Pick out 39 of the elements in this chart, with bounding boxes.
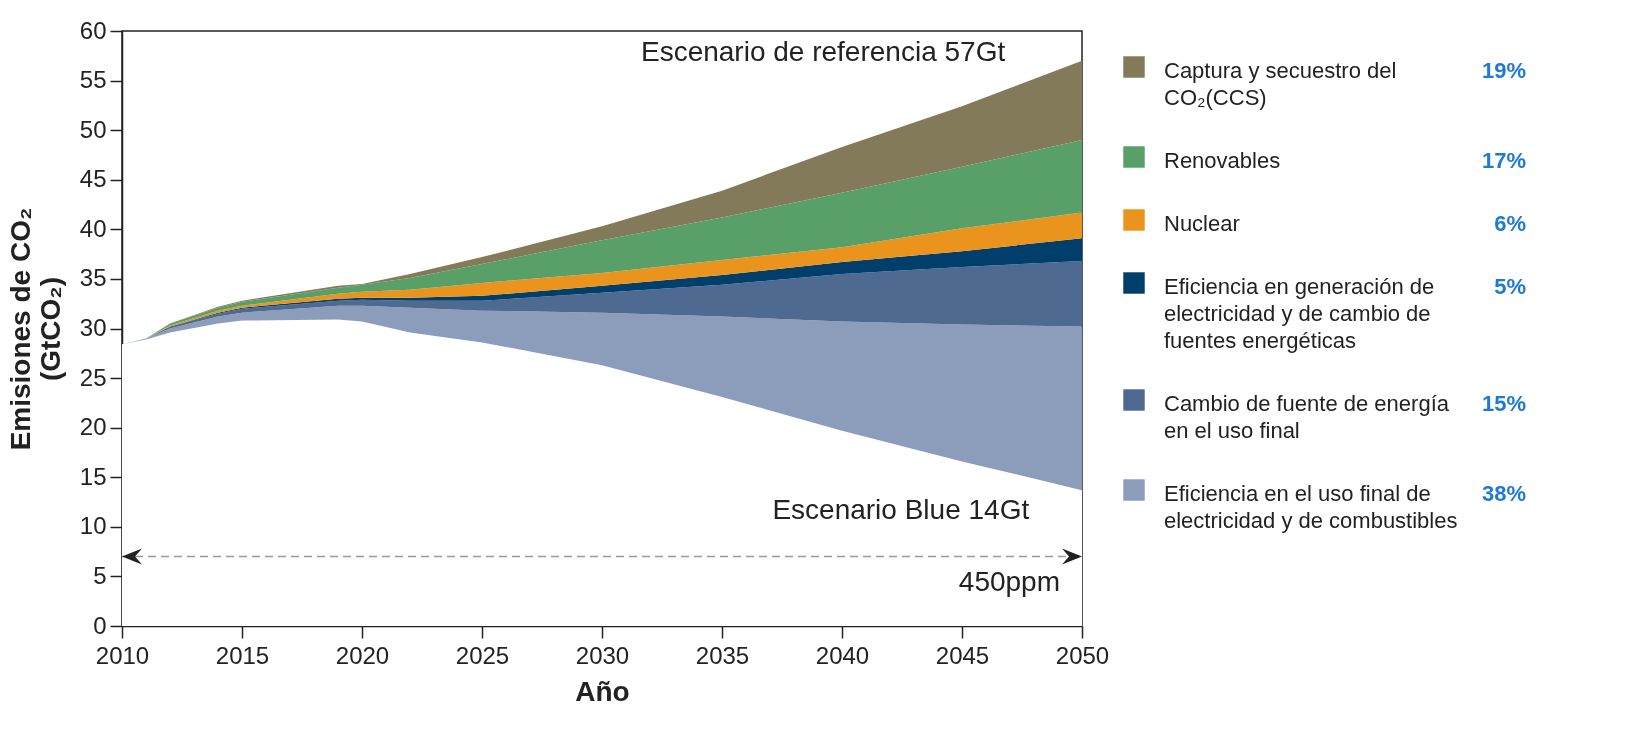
text: 19% [1481, 58, 1526, 83]
y-tick-label: 15 [79, 462, 107, 490]
text: 5% [1494, 274, 1526, 299]
legend-label: Cambio de fuente de energía en el uso final [1164, 391, 1450, 443]
y-tick-label: 50 [79, 115, 107, 143]
x-tick-label: 2050 [1055, 641, 1110, 669]
legend-label: Captura y secuestro del CO₂(CCS) [1164, 58, 1397, 110]
text: 17% [1481, 148, 1526, 173]
y-tick-label: 45 [79, 165, 107, 193]
ref-line-label: 450ppm [958, 565, 1060, 597]
x-tick-label: 2020 [335, 641, 390, 669]
x-tick-label: 2035 [695, 641, 750, 669]
y-axis-title: Emisiones de CO₂ (GtCO₂) [4, 207, 66, 451]
y-tick-label: 0 [93, 611, 107, 639]
text: 15% [1481, 391, 1526, 416]
x-tick-label: 2030 [575, 641, 630, 669]
x-tick-label: 2015 [215, 641, 270, 669]
y-tick-label: 10 [79, 512, 107, 540]
y-tick-label: 20 [79, 413, 107, 441]
annotation: Escenario Blue 14Gt [772, 494, 1030, 525]
legend-label: Nuclear [1164, 211, 1240, 236]
y-tick-label: 5 [93, 561, 107, 589]
y-tick-label: 25 [79, 363, 107, 391]
legend-label: Eficiencia en el uso final de electricidad y de combustibles [1164, 481, 1458, 533]
x-tick-label: 2010 [95, 641, 150, 669]
legend-label: Eficiencia en generación de electricidad y de cambio de fuentes energéticas [1164, 274, 1435, 353]
x-tick-label: 2045 [935, 641, 990, 669]
x-tick-label: 2025 [455, 641, 510, 669]
text: 6% [1494, 211, 1526, 236]
y-tick-label: 30 [79, 314, 107, 341]
annotation: Escenario de referencia 57Gt [640, 36, 1006, 67]
x-axis-title: Año [575, 675, 630, 707]
y-tick-label: 35 [79, 264, 107, 292]
legend-label: Renovables [1164, 148, 1281, 173]
y-tick-label: 55 [79, 66, 107, 94]
y-tick-label: 60 [79, 16, 107, 44]
text: 38% [1481, 481, 1526, 506]
y-tick-label: 40 [79, 214, 107, 242]
x-tick-label: 2040 [815, 641, 870, 669]
